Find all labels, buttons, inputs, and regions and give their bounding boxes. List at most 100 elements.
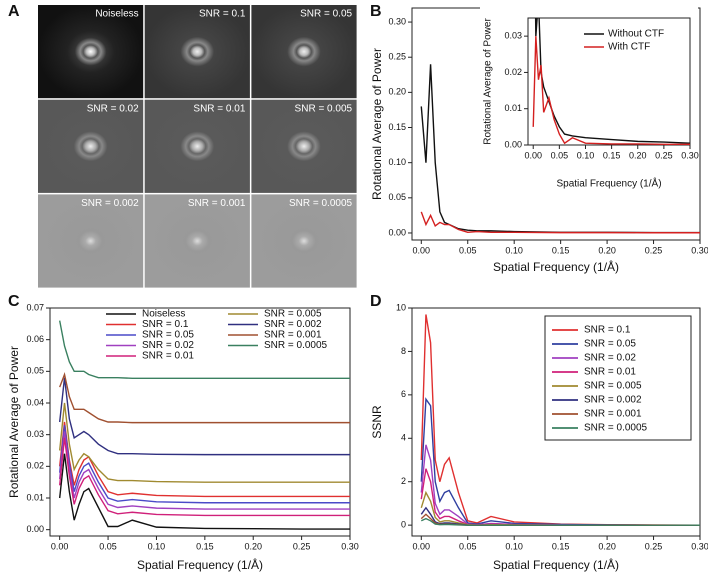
image-label: SNR = 0.1 (199, 9, 246, 20)
y-tick-label: 0.07 (26, 302, 44, 312)
y-tick-label: 0.01 (26, 492, 44, 502)
legend-label: SNR = 0.005 (584, 381, 642, 392)
y-axis-title: Rotational Average of Power (370, 48, 384, 200)
legend-label: SNR = 0.05 (142, 330, 194, 341)
series-line (58, 320, 350, 379)
series-line (58, 421, 350, 498)
y-tick-label: 8 (401, 346, 406, 356)
x-tick-label: 0.20 (629, 150, 647, 160)
y-tick-label: 0 (401, 520, 406, 530)
image-cell (144, 99, 250, 193)
x-tick-label: 0.05 (99, 541, 117, 551)
x-tick-label: 0.20 (598, 245, 616, 255)
legend-label: SNR = 0.02 (584, 353, 636, 364)
x-tick-label: 0.25 (645, 245, 663, 255)
y-tick-label: 0.03 (26, 429, 44, 439)
x-tick-label: 0.20 (598, 541, 616, 551)
x-tick-label: 0.10 (148, 541, 166, 551)
image-label: SNR = 0.02 (87, 103, 139, 114)
y-tick-label: 6 (401, 389, 406, 399)
series-line (59, 372, 350, 424)
panel-label: B (370, 3, 382, 20)
image-cell (144, 5, 250, 99)
y-axis-title: Rotational Average of Power (483, 18, 494, 145)
panel-label: D (370, 293, 382, 310)
image-cell (251, 5, 357, 99)
legend-label: SNR = 0.001 (264, 330, 322, 341)
x-tick-label: 0.10 (505, 541, 523, 551)
legend-label: SNR = 0.1 (584, 325, 631, 336)
x-axis-title: Spatial Frequency (1/Å) (556, 177, 661, 190)
y-tick-label: 0.00 (504, 139, 522, 149)
legend-label: SNR = 0.01 (142, 351, 194, 362)
y-tick-label: 0.20 (388, 87, 406, 97)
legend-label: SNR = 0.002 (264, 319, 322, 330)
y-tick-label: 0.15 (388, 122, 406, 132)
legend-label: SNR = 0.02 (142, 340, 194, 351)
series-line (420, 517, 700, 526)
x-tick-label: 0.10 (505, 245, 523, 255)
y-tick-label: 4 (401, 433, 406, 443)
y-tick-label: 0.30 (388, 16, 406, 26)
inset-background (480, 6, 698, 185)
x-tick-label: 0.00 (413, 245, 431, 255)
plot-frame (527, 17, 691, 146)
x-tick-label: 0.25 (645, 541, 663, 551)
x-tick-label: 0.30 (691, 541, 708, 551)
y-tick-label: 10 (396, 302, 406, 312)
image-cell (144, 194, 250, 288)
y-axis-title: Rotational Average of Power (7, 346, 21, 498)
image-cell (251, 99, 357, 193)
x-tick-label: 0.00 (51, 541, 69, 551)
image-label: Noiseless (95, 9, 138, 20)
legend-label: SNR = 0.0005 (264, 340, 328, 351)
y-tick-label: 0.02 (504, 67, 522, 77)
legend-label: Noiseless (142, 309, 185, 320)
legend-label: SNR = 0.005 (264, 309, 322, 320)
series-line (58, 437, 350, 517)
x-tick-label: 0.10 (577, 150, 595, 160)
y-tick-label: 0.03 (504, 31, 522, 41)
panel-label: C (8, 293, 20, 310)
x-tick-label: 0.05 (459, 245, 477, 255)
legend-label: With CTF (608, 42, 650, 53)
x-tick-label: 0.05 (459, 541, 477, 551)
y-tick-label: 0.00 (388, 227, 406, 237)
plot-frame (411, 307, 701, 537)
legend-label: Without CTF (608, 29, 664, 40)
x-axis-title: Spatial Frequency (1/Å) (493, 557, 619, 572)
y-axis-title: SSNR (370, 405, 384, 439)
series-line (58, 431, 350, 510)
x-tick-label: 0.30 (691, 245, 708, 255)
legend-label: SNR = 0.002 (584, 395, 642, 406)
x-axis-title: Spatial Frequency (1/Å) (493, 259, 619, 274)
x-tick-label: 0.15 (552, 541, 570, 551)
image-cell (38, 194, 144, 288)
x-tick-label: 0.00 (413, 541, 431, 551)
image-label: SNR = 0.001 (188, 198, 246, 209)
series-line (534, 18, 690, 144)
x-tick-label: 0.15 (552, 245, 570, 255)
legend-label: SNR = 0.001 (584, 409, 642, 420)
image-cell (38, 99, 144, 193)
series-line (532, 36, 690, 145)
x-tick-label: 0.20 (244, 541, 262, 551)
y-tick-label: 0.05 (388, 192, 406, 202)
x-tick-label: 0.15 (196, 541, 214, 551)
image-label: SNR = 0.01 (193, 103, 245, 114)
image-label: SNR = 0.002 (81, 198, 139, 209)
y-tick-label: 0.04 (26, 397, 44, 407)
x-tick-label: 0.25 (293, 541, 311, 551)
legend-label: SNR = 0.05 (584, 339, 636, 350)
image-label: SNR = 0.005 (295, 103, 353, 114)
series-line (420, 211, 700, 234)
x-tick-label: 0.25 (655, 150, 673, 160)
x-tick-label: 0.30 (341, 541, 359, 551)
series-line (58, 377, 350, 456)
legend-label: SNR = 0.1 (142, 319, 189, 330)
x-tick-label: 0.05 (551, 150, 569, 160)
y-tick-label: 0.06 (26, 334, 44, 344)
y-tick-label: 0.02 (26, 461, 44, 471)
x-axis-title: Spatial Frequency (1/Å) (137, 557, 263, 572)
